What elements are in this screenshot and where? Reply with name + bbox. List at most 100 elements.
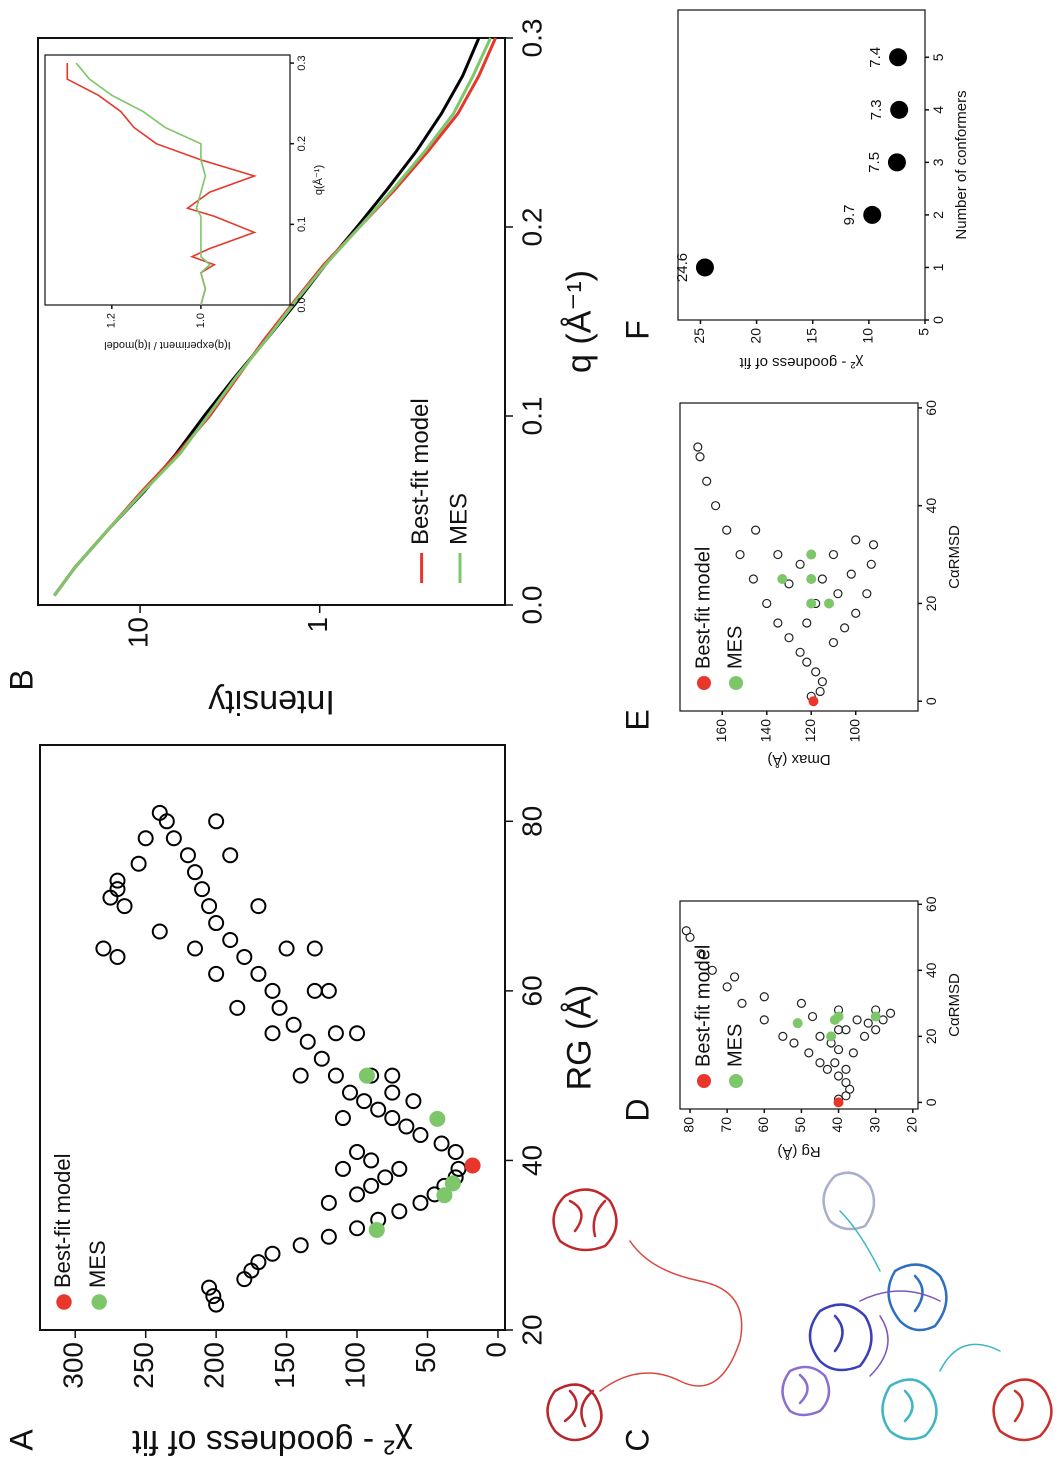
y-axis-label: Rg (Å) xyxy=(777,1143,820,1160)
data-point xyxy=(851,608,861,618)
data-point xyxy=(201,1279,218,1296)
x-axis-label: q (Å⁻¹) xyxy=(561,270,599,373)
data-point xyxy=(795,647,805,657)
legend-label: MES xyxy=(724,1024,746,1067)
data-point xyxy=(815,1031,825,1041)
data-point xyxy=(759,1015,769,1025)
data-point xyxy=(863,205,882,224)
data-point xyxy=(852,1015,862,1025)
data-point xyxy=(848,1048,858,1058)
y-tick-label: 25 xyxy=(691,328,707,344)
x-tick-label: 0.2 xyxy=(516,208,547,247)
data-point xyxy=(806,598,817,609)
legend-label: MES xyxy=(724,626,746,669)
y-axis-label: I(q)experiment / I(q)model xyxy=(104,339,231,351)
x-tick-label: 0.3 xyxy=(296,55,308,70)
data-point xyxy=(102,889,119,906)
structure-linker xyxy=(599,1240,743,1392)
data-point xyxy=(327,1025,344,1042)
data-point xyxy=(833,589,843,599)
data-point xyxy=(292,1067,309,1084)
data-point xyxy=(313,1050,330,1067)
y-tick-label: 0 xyxy=(480,1342,511,1358)
data-point xyxy=(826,1031,837,1042)
data-point xyxy=(151,804,168,821)
x-tick-label: 20 xyxy=(923,1028,939,1044)
x-tick-label: 5 xyxy=(930,53,946,61)
data-point xyxy=(828,549,839,560)
data-point xyxy=(370,1101,387,1118)
y-tick-label: 120 xyxy=(802,719,818,743)
data-point xyxy=(796,998,807,1008)
legend-swatch xyxy=(91,1294,107,1310)
data-point xyxy=(887,153,906,172)
data-point xyxy=(839,623,850,633)
structure-domain xyxy=(808,1303,873,1372)
protein-structures xyxy=(546,1171,1053,1442)
y-tick-label: 20 xyxy=(747,328,763,344)
data-point xyxy=(236,948,253,965)
data-point xyxy=(784,633,794,643)
y-tick-label: 60 xyxy=(755,1117,771,1133)
data-point xyxy=(285,1016,302,1033)
x-tick-label: 0.0 xyxy=(516,586,547,625)
data-point xyxy=(334,1160,351,1177)
y-axis-label: χ² - goodness of fit xyxy=(739,354,864,371)
data-point xyxy=(349,1143,366,1160)
data-point xyxy=(250,898,267,915)
data-point xyxy=(828,637,839,648)
data-point xyxy=(762,598,772,609)
data-label: 7.4 xyxy=(867,47,884,68)
data-point xyxy=(358,1067,375,1084)
x-tick-label: 80 xyxy=(516,806,547,837)
legend-label: MES xyxy=(445,493,472,545)
data-point xyxy=(859,1031,870,1041)
data-point xyxy=(377,1169,394,1186)
panel-label: E xyxy=(619,709,655,730)
data-point xyxy=(890,100,909,119)
data-point xyxy=(696,949,706,959)
data-point xyxy=(95,940,112,957)
y-tick-label: 80 xyxy=(681,1117,697,1133)
data-point xyxy=(833,1011,844,1022)
data-point xyxy=(824,598,835,609)
data-point xyxy=(735,549,745,560)
legend-label: MES xyxy=(85,1240,110,1288)
data-point xyxy=(846,569,856,579)
panel-label: A xyxy=(3,1429,39,1451)
x-tick-label: 2 xyxy=(930,211,946,219)
y-tick-label: 50 xyxy=(792,1117,808,1133)
x-tick-label: 0 xyxy=(923,1098,939,1106)
data-point xyxy=(851,535,861,545)
data-point xyxy=(784,579,794,589)
plot-frame xyxy=(679,900,919,1110)
data-point xyxy=(433,1135,450,1152)
data-point xyxy=(264,1245,281,1262)
data-point xyxy=(751,525,761,535)
y-tick-label: 100 xyxy=(339,1342,370,1389)
x-tick-label: 0.2 xyxy=(296,136,308,151)
data-point xyxy=(356,1093,373,1110)
x-axis-label: CαRMSD xyxy=(946,973,963,1037)
data-point xyxy=(792,1018,803,1029)
x-tick-label: 20 xyxy=(516,1314,547,1345)
data-point xyxy=(320,1194,337,1211)
data-label: 24.6 xyxy=(674,253,691,282)
data-point xyxy=(815,686,825,697)
data-point xyxy=(271,999,288,1016)
data-point xyxy=(695,452,705,462)
data-point xyxy=(802,618,812,628)
data-point xyxy=(693,442,703,452)
data-point xyxy=(250,1254,267,1271)
y-tick-label: 140 xyxy=(757,719,773,743)
data-point xyxy=(444,1175,461,1192)
data-point xyxy=(342,1084,358,1101)
data-point xyxy=(830,1058,840,1068)
data-point xyxy=(349,1186,366,1203)
structure-domain xyxy=(552,1188,618,1252)
x-tick-label: 0.3 xyxy=(516,19,547,58)
data-point xyxy=(278,940,295,957)
data-point xyxy=(863,1018,873,1028)
